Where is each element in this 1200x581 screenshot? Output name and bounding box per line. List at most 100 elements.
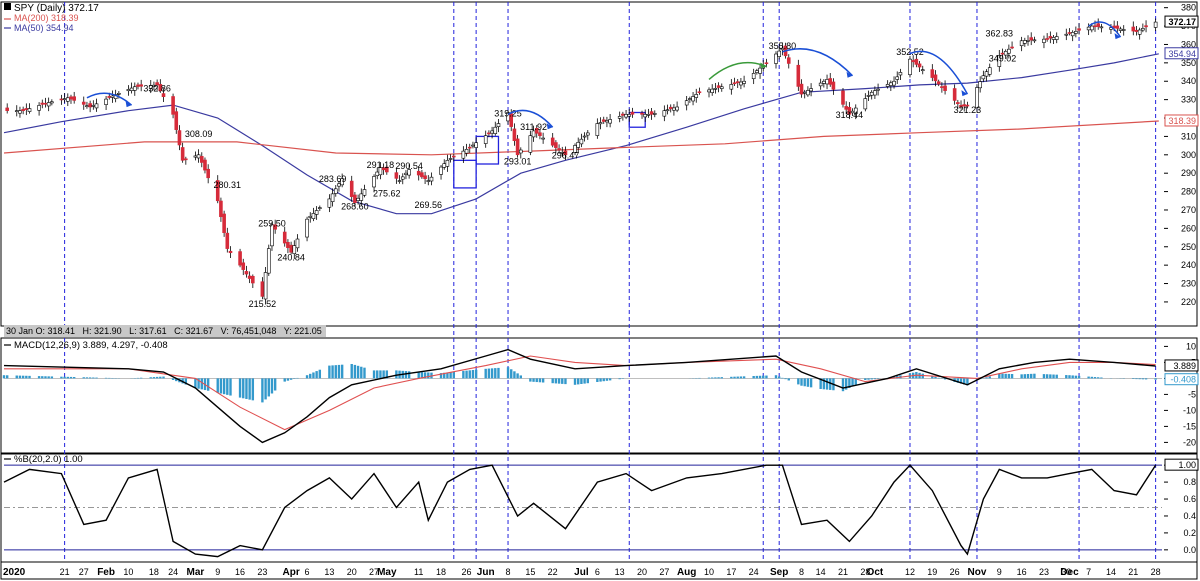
candle-body <box>206 168 210 179</box>
candle-body <box>222 213 226 233</box>
candle-body <box>445 160 450 167</box>
ma50-value-tag: 354.94 <box>1168 49 1196 59</box>
candle-body <box>1019 40 1024 47</box>
candle-body <box>1131 26 1136 32</box>
candle-body <box>448 158 453 160</box>
price-y-axis-tick-label: 230 <box>1181 279 1196 289</box>
candle-body <box>139 84 143 87</box>
macd-histogram-bar <box>561 378 564 384</box>
candle-body <box>104 98 108 105</box>
price-annotation-label: 293.01 <box>504 157 532 167</box>
x-axis-tick-label: 11 <box>414 567 423 577</box>
pctb-y-axis-tick-label: 0.8 <box>1183 477 1196 487</box>
macd-histogram-bar <box>85 377 89 379</box>
macd-histogram-bar <box>931 376 934 379</box>
candle-body <box>490 130 494 134</box>
candle-body <box>965 104 970 107</box>
macd-histogram-bar <box>360 366 363 379</box>
candle-body <box>461 150 466 159</box>
macd-histogram-bar <box>602 378 605 382</box>
candle-body <box>266 248 271 274</box>
macd-histogram-bar <box>44 376 47 379</box>
candle-body <box>180 147 185 161</box>
candle-body <box>238 251 242 266</box>
candle-body <box>1115 25 1120 29</box>
macd-histogram-bar <box>742 376 746 379</box>
candle-body <box>493 126 498 134</box>
ma50-value-tag-box <box>1164 47 1199 60</box>
candle-body <box>1026 40 1030 42</box>
macd-histogram-bar <box>774 375 778 379</box>
macd-histogram-bar <box>707 377 711 379</box>
price-y-axis-tick-label: 260 <box>1181 223 1196 233</box>
macd-histogram-bar <box>800 378 803 386</box>
macd-y-axis-tick-label: -20 <box>1183 437 1196 447</box>
candle-body <box>713 88 718 90</box>
candle-body <box>37 105 41 111</box>
macd-histogram-bar <box>372 370 376 379</box>
candle-body <box>88 103 92 108</box>
price-annotation-label: 291.18 <box>367 160 395 170</box>
macd-histogram-bar <box>513 371 516 379</box>
x-axis-year-label: 2020 <box>3 567 26 578</box>
price-annotation-label: 268.60 <box>341 202 369 212</box>
macd-histogram-bar <box>385 370 389 379</box>
macd-histogram-bar <box>535 378 538 383</box>
macd-histogram-bar <box>267 378 270 397</box>
candle-body <box>799 83 804 95</box>
candle-body <box>735 81 740 84</box>
pctb-y-axis-tick-label: 0.6 <box>1183 494 1196 504</box>
candle-body <box>518 149 523 154</box>
candle-body <box>199 156 204 163</box>
x-axis-tick-label: 19 <box>927 567 937 577</box>
candle-body <box>997 55 1002 67</box>
price-annotation-label: 296.47 <box>552 150 580 160</box>
candle-body <box>174 111 179 130</box>
x-axis-tick-label: 6 <box>595 567 600 577</box>
macd-histogram-bar <box>867 378 870 380</box>
candle-body <box>643 114 648 118</box>
candle-body <box>359 193 364 201</box>
candle-body <box>758 67 762 74</box>
candle-body <box>487 132 491 135</box>
candle-body <box>617 116 622 119</box>
macd-histogram-bar <box>758 375 762 379</box>
macd-histogram-bar <box>305 375 309 379</box>
macd-histogram-bar <box>1135 378 1138 380</box>
candle-body <box>895 76 900 80</box>
macd-histogram-bar <box>943 378 947 380</box>
macd-histogram-bar <box>219 378 223 394</box>
macd-histogram-bar <box>851 378 854 387</box>
macd-panel <box>2 348 1162 444</box>
candle-body <box>66 97 70 102</box>
histogram-value-tag: -0.408 <box>1170 375 1196 385</box>
macd-title: MACD(12,26,9) 3.889, 4.297, -0.408 <box>14 340 168 351</box>
macd-histogram-bar <box>439 373 443 379</box>
candle-body <box>557 148 561 151</box>
candle-body <box>59 98 64 101</box>
macd-histogram-bar <box>248 378 251 400</box>
candle-body <box>244 271 249 275</box>
highlight-box <box>628 111 646 128</box>
macd-histogram-bar <box>407 371 411 379</box>
x-axis-tick-label: 14 <box>816 567 826 577</box>
candle-body <box>474 142 478 148</box>
macd-histogram-bar <box>730 376 733 379</box>
macd-histogram-bar <box>806 378 810 387</box>
x-axis-tick-label: 26 <box>950 567 960 577</box>
macd-histogram-bar <box>337 364 341 379</box>
candle-body <box>483 135 488 144</box>
candle-body <box>809 88 813 92</box>
candle-body <box>869 91 874 96</box>
candle-body <box>467 146 472 149</box>
price-annotation-label: 283.69 <box>319 174 347 184</box>
macd-legend: MACD(12,26,9) 3.889, 4.297, -0.408 <box>4 340 168 351</box>
candle-body <box>885 84 890 87</box>
price-y-axis-tick-label: 330 <box>1181 95 1196 105</box>
candle-body <box>739 81 743 86</box>
macd-histogram-bar <box>1100 377 1103 379</box>
candle-body <box>646 114 651 116</box>
candle-body <box>62 98 67 100</box>
candle-body <box>193 155 198 158</box>
